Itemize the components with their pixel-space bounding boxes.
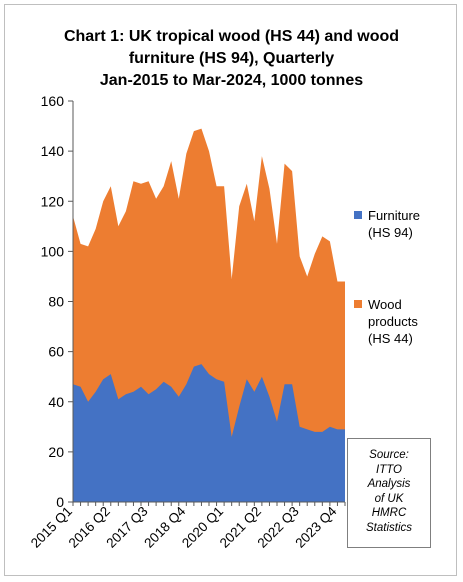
chart-title: Chart 1: UK tropical wood (HS 44) and wo… <box>0 26 463 92</box>
y-tick-label: 80 <box>48 294 64 310</box>
y-tick-label: 60 <box>48 344 64 360</box>
y-tick-label: 0 <box>56 494 64 510</box>
y-tick-label: 160 <box>41 93 65 109</box>
y-tick-label: 120 <box>41 193 65 209</box>
y-tick-label: 20 <box>48 444 64 460</box>
y-tick-label: 100 <box>41 243 65 259</box>
legend-label-furniture: Furniture (HS 94) <box>368 208 421 240</box>
y-tick-label: 40 <box>48 394 64 410</box>
legend-swatch-furniture <box>354 211 362 219</box>
x-tick-label: 2023 Q4 <box>292 503 340 551</box>
y-tick-label: 140 <box>41 143 65 159</box>
source-note: Source: ITTO Analysis of UK HMRC Statist… <box>347 438 431 548</box>
chart-title-line-1: Chart 1: UK tropical wood (HS 44) and wo… <box>63 28 400 45</box>
legend-label-wood-products: Wood products (HS 44) <box>368 297 418 346</box>
chart-title-line-3: Jan-2015 to Mar-2024, 1000 tonnes <box>99 72 364 89</box>
legend-swatch-wood-products <box>354 300 362 308</box>
chart-title-line-2: furniture (HS 94), Quarterly <box>128 50 335 67</box>
area-furniture <box>73 364 345 502</box>
